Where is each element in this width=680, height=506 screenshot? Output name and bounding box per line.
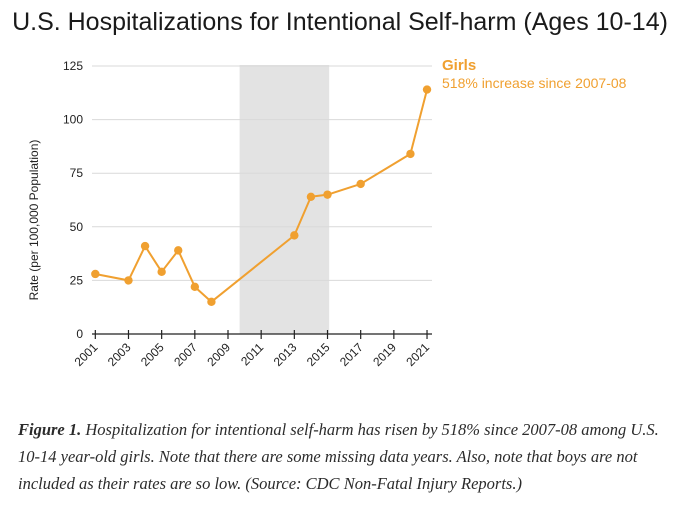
x-tick-label: 2003 (105, 340, 134, 369)
data-point (157, 267, 166, 277)
caption-text: Hospitalization for intentional self-har… (18, 420, 659, 493)
y-tick-label: 50 (70, 220, 84, 234)
y-tick-label: 25 (70, 273, 84, 287)
y-tick-label: 0 (76, 327, 83, 341)
data-point (207, 297, 216, 307)
data-point (140, 241, 150, 251)
shaded-region (239, 65, 330, 334)
x-tick-label: 2009 (204, 340, 233, 369)
x-tick-label: 2007 (171, 340, 200, 369)
x-tick-label: 2005 (138, 340, 167, 369)
figure-caption: Figure 1. Hospitalization for intentiona… (18, 416, 668, 497)
y-tick-label: 75 (70, 166, 84, 180)
y-tick-label: 125 (63, 59, 83, 73)
y-axis-title: Rate (per 100,000 Population) (27, 140, 41, 301)
x-tick-label: 2015 (304, 340, 333, 369)
data-point (356, 179, 365, 189)
data-point (406, 149, 415, 159)
legend-annotation: 518% increase since 2007-08 (442, 75, 627, 91)
data-point (323, 190, 332, 199)
data-point (174, 246, 183, 255)
chart-title: U.S. Hospitalizations for Intentional Se… (12, 8, 668, 36)
x-tick-label: 2019 (370, 340, 399, 369)
y-tick-label: 100 (63, 113, 83, 127)
x-tick-label: 2021 (403, 340, 432, 369)
x-tick-label: 2001 (72, 340, 101, 369)
caption-lead: Figure 1. (18, 420, 82, 439)
data-point (91, 269, 100, 279)
data-point (306, 192, 316, 201)
legend-series-name: Girls (442, 57, 476, 74)
x-tick-label: 2017 (337, 340, 366, 369)
data-point (190, 282, 200, 292)
x-tick-label: 2013 (271, 340, 300, 369)
x-tick-label: 2011 (238, 340, 266, 368)
data-point (290, 231, 299, 240)
data-point (422, 85, 432, 94)
data-point (124, 276, 133, 285)
